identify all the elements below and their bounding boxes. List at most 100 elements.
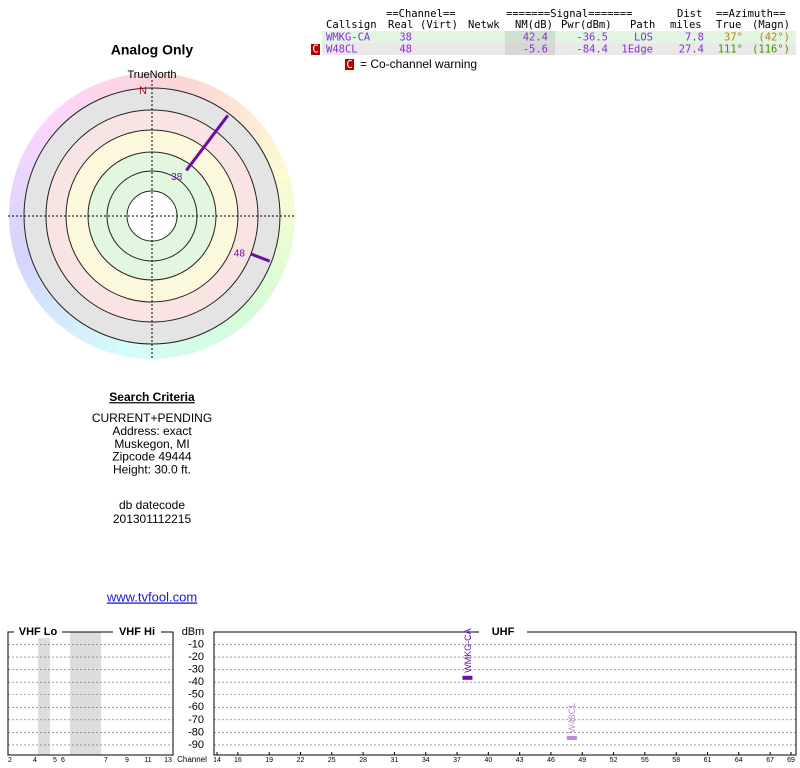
hue-ring (125, 341, 141, 359)
hue-ring (114, 74, 131, 93)
x-tick-label: 5 (53, 757, 57, 764)
signal-bar (462, 675, 473, 680)
y-tick-label: -90 (188, 739, 204, 751)
hue-ring (50, 105, 71, 126)
x-tick-label: 22 (297, 757, 305, 764)
hue-ring (262, 270, 282, 289)
hue-ring (234, 106, 254, 127)
hue-ring (9, 226, 26, 241)
y-tick-label: -40 (188, 676, 204, 688)
hue-ring (150, 343, 165, 359)
row-background (322, 31, 796, 43)
band-label-bg (113, 626, 161, 638)
x-tick-label: 69 (787, 757, 795, 764)
x-axis-label: Channel (177, 755, 207, 764)
flag-box (311, 44, 320, 55)
x-tick-label: 61 (704, 757, 712, 764)
x-tick-label: 25 (328, 757, 336, 764)
y-tick-label: -60 (188, 701, 204, 713)
x-tick-label: 43 (516, 757, 524, 764)
hue-ring (206, 86, 225, 106)
column-header: Real (388, 19, 413, 31)
site-link[interactable]: www.tvfool.com (106, 589, 197, 604)
criteria-line: CURRENT+PENDING (92, 411, 212, 425)
hue-ring (10, 237, 29, 254)
hue-ring (79, 326, 98, 346)
y-tick-label: -30 (188, 664, 204, 676)
group-header: =======Signal======= (506, 8, 632, 20)
hue-ring (278, 191, 295, 206)
hue-ring (174, 75, 191, 93)
hue-ring (13, 248, 32, 265)
hue-ring (275, 178, 294, 195)
cell: 38 (399, 32, 412, 44)
hue-ring (103, 77, 120, 96)
cell: WMKG-CA (326, 32, 371, 44)
x-tick-label: 64 (735, 757, 743, 764)
x-tick-label: 19 (265, 757, 273, 764)
x-tick-label: 55 (641, 757, 649, 764)
hue-ring (34, 288, 54, 308)
hue-ring (60, 98, 80, 118)
cell: 48 (399, 44, 412, 56)
x-tick-label: 7 (104, 757, 108, 764)
criteria-line: Muskegon, MI (114, 437, 189, 451)
band-label: VHF Hi (119, 626, 155, 638)
flag: C (312, 44, 318, 56)
y-tick-label: -10 (188, 638, 204, 650)
criteria-line: Address: exact (112, 424, 192, 438)
column-header: NM(dB) (515, 19, 553, 31)
hue-ring (279, 203, 295, 218)
station-label: 38 (171, 172, 183, 183)
station-bearing (185, 114, 230, 172)
hue-ring (256, 280, 276, 300)
legend-flag: C (346, 59, 352, 71)
x-tick-label: 58 (672, 757, 680, 764)
nm-cell (505, 31, 555, 43)
datecode: 201301112215 (113, 512, 192, 526)
criteria-title: Search Criteria (109, 390, 195, 404)
x-tick-label: 6 (61, 757, 65, 764)
cell: -84.4 (576, 44, 608, 56)
hue-ring (279, 216, 295, 230)
hue-ring (138, 343, 152, 359)
cell: 37° (724, 32, 743, 44)
north-label: TrueNorth (127, 69, 176, 81)
band-label: VHF Lo (19, 626, 58, 638)
polar-title: Analog Only (111, 42, 194, 58)
cell: -36.5 (576, 32, 608, 44)
hue-ring (139, 73, 154, 89)
x-tick-label: 4 (33, 757, 37, 764)
uhf-frame (213, 631, 797, 756)
hue-ring (8, 214, 25, 229)
cell: -5.6 (523, 44, 548, 56)
column-header: Netwk (468, 19, 500, 31)
hue-ring (152, 73, 166, 89)
hue-ring (50, 305, 70, 326)
group-header: Dist (677, 8, 702, 20)
x-tick-label: 49 (578, 757, 586, 764)
datecode-label: db datecode (119, 498, 185, 512)
cell: (42°) (758, 32, 790, 44)
hue-ring (277, 227, 295, 243)
cell: (116°) (752, 44, 790, 56)
hue-ring (241, 298, 262, 318)
station-label: W48CL (567, 703, 577, 733)
y-tick-label: -80 (188, 726, 204, 738)
hue-ring (41, 297, 62, 318)
criteria-line: Height: 30.0 ft. (113, 462, 191, 476)
x-tick-label: 16 (234, 757, 242, 764)
station-bearing (250, 252, 271, 263)
x-tick-label: 28 (359, 757, 367, 764)
legend-flag-box (345, 59, 354, 70)
column-header: Callsign (326, 19, 377, 31)
hue-ring (275, 238, 293, 255)
hue-ring (162, 342, 177, 359)
hue-ring (163, 73, 179, 91)
x-tick-label: 46 (547, 757, 555, 764)
criteria-line: Zipcode 49444 (112, 450, 192, 464)
hue-ring (250, 124, 270, 144)
cell: 7.8 (685, 32, 704, 44)
cell: LOS (634, 32, 653, 44)
group-header: ==Channel== (386, 8, 456, 20)
